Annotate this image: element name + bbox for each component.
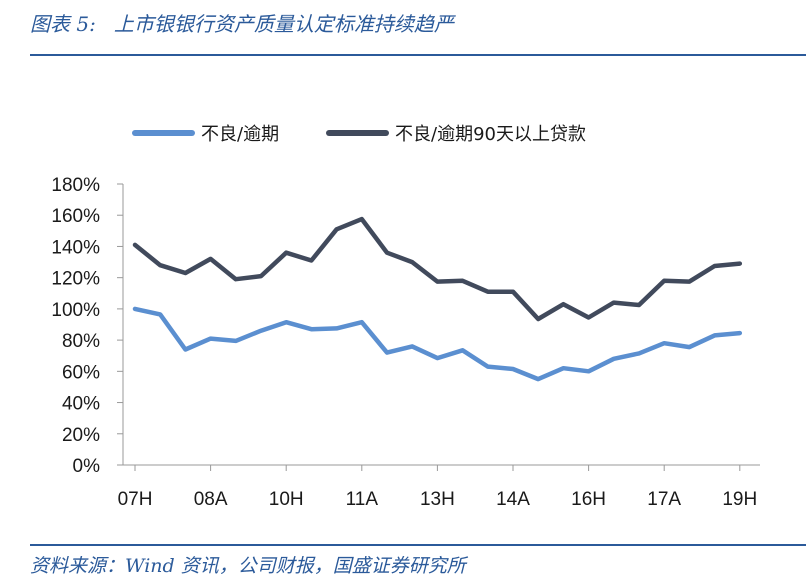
series-line-1 [132, 306, 743, 382]
y-tick-label: 0% [73, 456, 101, 477]
figure-title: 图表 5: 上市银银行资产质量认定标准持续趋严 [30, 8, 454, 37]
legend-label-1: 不良/逾期 [201, 124, 279, 145]
source-note: 资料来源：Wind 资讯，公司财报，国盛证券研究所 [30, 555, 466, 577]
chart-legend: 不良/逾期 不良/逾期90天以上贷款 [132, 124, 586, 145]
y-tick-label: 140% [51, 237, 100, 258]
legend-label-2: 不良/逾期90天以上贷款 [395, 124, 586, 145]
figure-number: 图表 5: [30, 12, 96, 36]
x-axis-labels: 07H 08A 10H 11A 13H 14A 16H 17A 19H [118, 489, 758, 510]
y-tick-label: 20% [62, 425, 100, 446]
y-tick-label: 120% [51, 269, 100, 290]
y-tick-label: 40% [62, 394, 100, 415]
chart-axes [117, 183, 760, 471]
bottom-divider [30, 544, 806, 546]
x-tick-label: 13H [420, 489, 455, 510]
series-lines [132, 216, 743, 382]
series-line-2 [132, 216, 743, 322]
y-tick-label: 160% [51, 206, 100, 227]
top-divider [30, 54, 806, 56]
y-tick-label: 60% [62, 362, 100, 383]
y-tick-label: 180% [51, 175, 100, 196]
y-axis-labels: 0% 20% 40% 60% 80% 100% 120% 140% 160% 180% [51, 175, 100, 477]
x-tick-label: 16H [571, 489, 606, 510]
x-tick-label: 07H [118, 489, 153, 510]
y-tick-label: 80% [62, 331, 100, 352]
x-tick-label: 19H [722, 489, 757, 510]
figure-title-text: 上市银银行资产质量认定标准持续趋严 [113, 12, 454, 36]
x-tick-label: 17A [647, 489, 681, 510]
x-tick-label: 08A [194, 489, 228, 510]
x-tick-label: 10H [269, 489, 304, 510]
y-tick-label: 100% [51, 300, 100, 321]
x-tick-label: 11A [346, 489, 379, 510]
x-tick-label: 14A [496, 489, 530, 510]
